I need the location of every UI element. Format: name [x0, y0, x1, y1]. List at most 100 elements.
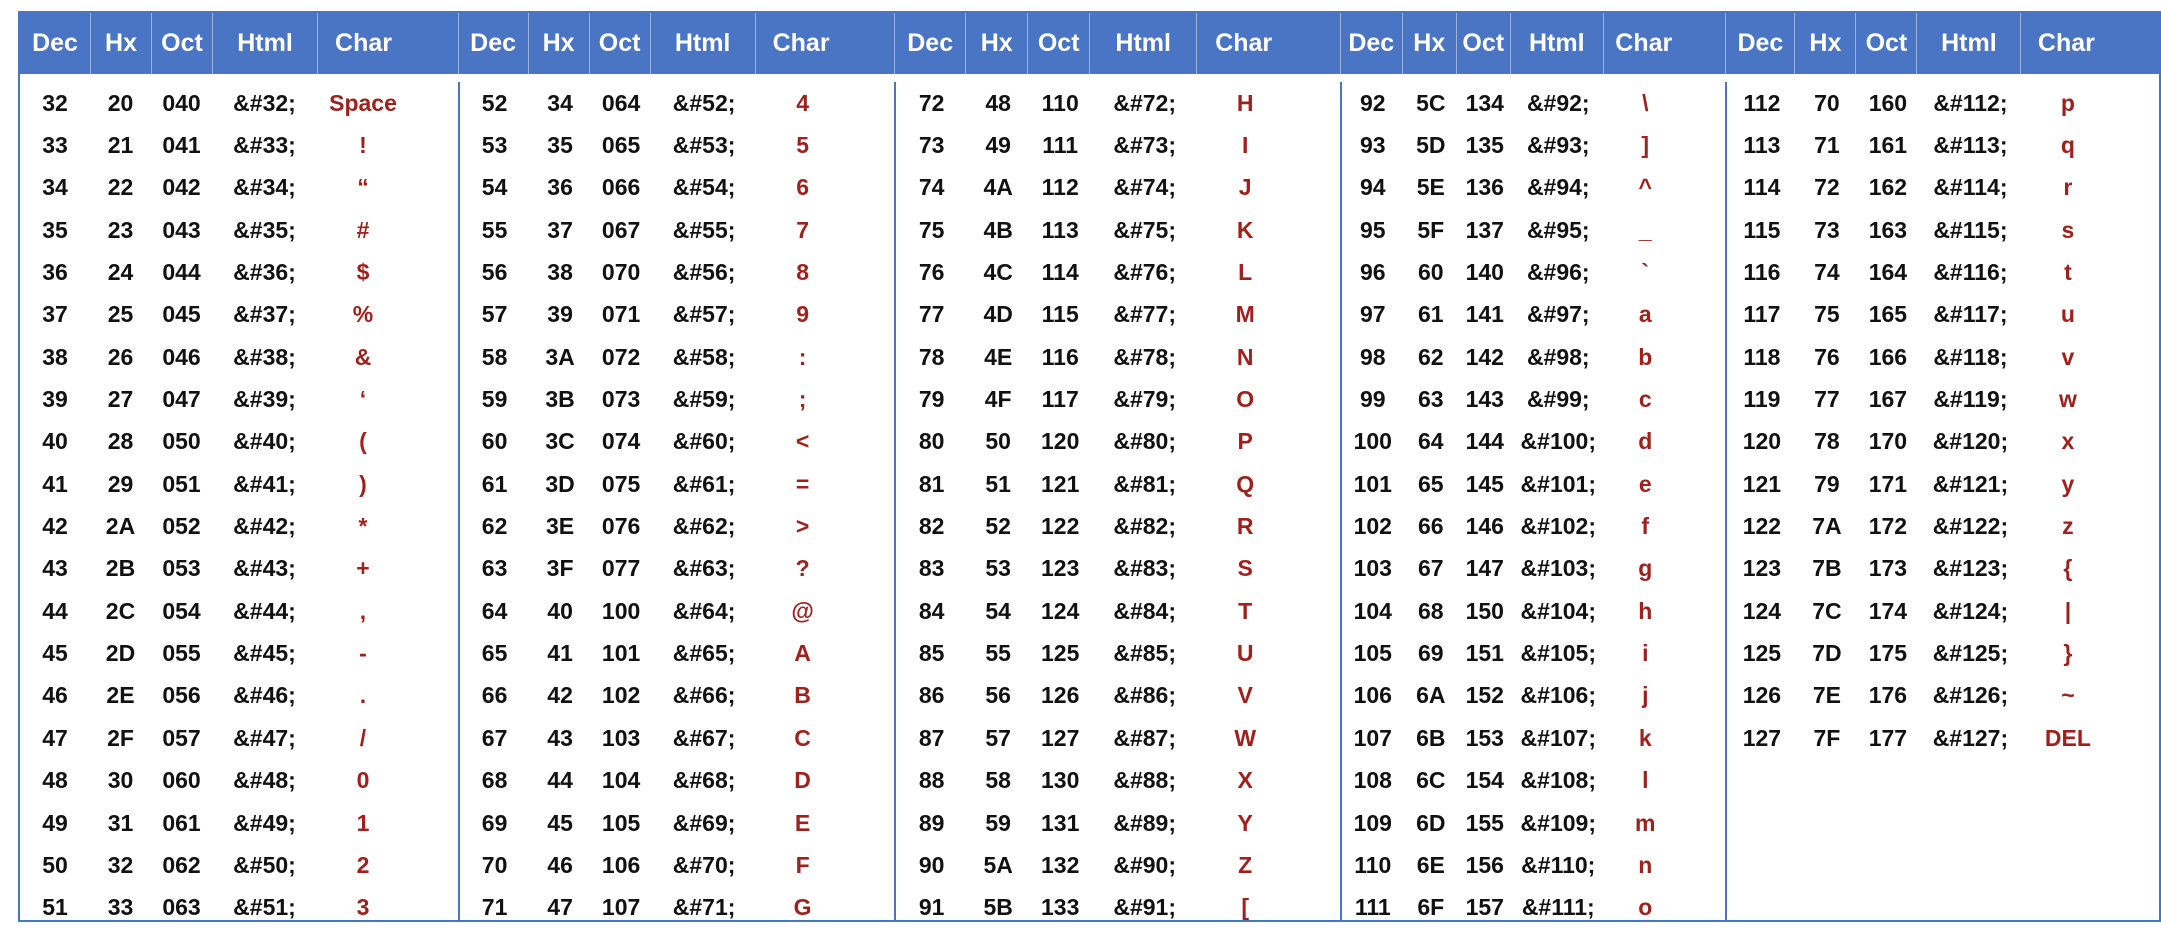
html-cell: &#117;	[1933, 301, 2008, 328]
dec-cell: 86	[918, 682, 945, 709]
char-cell: e	[1638, 470, 1652, 497]
oct-cell: 166	[1868, 343, 1908, 370]
html-cell: &#36;	[233, 259, 296, 286]
oct-cell: 073	[601, 386, 641, 413]
table-row: 54 36 066 &#54; 6	[460, 167, 895, 209]
oct-cell: 136	[1465, 174, 1504, 201]
table-row: 112 70 160 &#112; p	[1727, 82, 2159, 124]
table-row: 116 74 164 &#116; t	[1727, 251, 2159, 293]
table-row: 43 2B 053 &#43; +	[20, 548, 458, 590]
char-cell: t	[2064, 259, 2072, 286]
oct-cell: 135	[1465, 132, 1504, 159]
table-row: 110 6E 156 &#110; n	[1342, 844, 1726, 886]
table-row: 98 62 142 &#98; b	[1342, 336, 1726, 378]
char-cell: M	[1235, 301, 1255, 328]
table-row: 89 59 131 &#89; Y	[896, 802, 1340, 844]
table-row: 47 2F 057 &#47; /	[20, 717, 458, 759]
hx-cell: 63	[1417, 386, 1444, 413]
column-header-html: Html	[1916, 13, 2020, 74]
table-row: 32 20 040 &#32; Space	[20, 82, 458, 124]
char-cell: V	[1237, 682, 1253, 709]
hx-cell: 5E	[1416, 174, 1445, 201]
html-cell: &#56;	[672, 259, 736, 286]
hx-cell: 47	[547, 894, 573, 921]
html-cell: &#44;	[233, 597, 296, 624]
hx-cell: 4A	[983, 174, 1013, 201]
hx-cell: 38	[547, 259, 573, 286]
hx-cell: 5D	[1416, 132, 1446, 159]
hx-cell: 74	[1814, 259, 1840, 286]
oct-cell: 147	[1465, 555, 1504, 582]
table-row: 45 2D 055 &#45; -	[20, 632, 458, 674]
oct-cell: 137	[1465, 216, 1504, 243]
dec-cell: 91	[918, 894, 945, 921]
html-cell: &#110;	[1521, 851, 1596, 878]
char-cell: E	[794, 809, 811, 836]
oct-cell: 062	[162, 851, 201, 878]
dec-cell: 124	[1742, 597, 1782, 624]
html-cell: &#48;	[233, 767, 296, 794]
html-cell: &#116;	[1933, 259, 2008, 286]
table-row: 73 49 111 &#73; I	[896, 124, 1340, 166]
table-row: 121 79 171 &#121; y	[1727, 463, 2159, 505]
dec-cell: 101	[1353, 470, 1392, 497]
char-cell: (	[359, 428, 367, 455]
dec-cell: 50	[42, 851, 68, 878]
table-row: 99 63 143 &#99; c	[1342, 378, 1726, 420]
hx-cell: 60	[1417, 259, 1444, 286]
html-cell: &#68;	[672, 767, 736, 794]
table-row: 125 7D 175 &#125;}	[1727, 632, 2159, 674]
hx-cell: 6A	[1416, 682, 1446, 709]
char-cell: z	[2062, 513, 2074, 540]
dec-cell: 122	[1742, 513, 1782, 540]
dec-cell: 74	[918, 174, 945, 201]
char-cell: 0	[356, 767, 370, 794]
hx-cell: 37	[547, 216, 573, 243]
char-cell: =	[795, 470, 810, 497]
dec-cell: 97	[1359, 301, 1386, 328]
table-row: 94 5E 136 &#94; ^	[1342, 167, 1726, 209]
hx-cell: 3B	[545, 386, 575, 413]
char-cell: H	[1236, 89, 1254, 116]
oct-cell: 151	[1465, 640, 1504, 667]
char-cell: [	[1241, 894, 1250, 921]
table-row: 51 33 063 &#51; 3	[20, 887, 458, 920]
html-cell: &#96;	[1526, 259, 1590, 286]
html-cell: &#94;	[1526, 174, 1590, 201]
dec-cell: 107	[1353, 724, 1392, 751]
table-row: 103 67 147 &#103; g	[1342, 548, 1726, 590]
dec-cell: 105	[1353, 640, 1392, 667]
oct-cell: 110	[1041, 89, 1079, 116]
dec-cell: 67	[481, 724, 508, 751]
hx-cell: 7F	[1813, 724, 1841, 751]
dec-cell: 59	[481, 386, 508, 413]
table-row: 68 44 104 &#68; D	[460, 760, 895, 802]
table-group-3: 72 48 110 &#72; H 73 49 111 &#73; I 74 4A 112 &#74; J 7…	[894, 82, 1340, 920]
html-cell: &#112;	[1933, 89, 2008, 116]
char-cell: Q	[1236, 470, 1255, 497]
char-cell: B	[794, 682, 811, 709]
html-cell: &#107;	[1520, 724, 1596, 751]
oct-cell: 101	[601, 640, 641, 667]
dec-cell: 108	[1353, 767, 1392, 794]
html-cell: &#99;	[1526, 386, 1590, 413]
table-row: 52 34 064 &#52; 4	[460, 82, 895, 124]
char-cell: $	[356, 259, 370, 286]
dec-cell: 32	[42, 89, 68, 116]
oct-cell: 125	[1041, 640, 1080, 667]
dec-cell: 71	[481, 894, 508, 921]
html-cell: &#40;	[233, 428, 296, 455]
dec-cell: 125	[1742, 640, 1782, 667]
html-cell: &#77;	[1113, 301, 1177, 328]
table-row: 84 54 124 &#84; T	[896, 590, 1340, 632]
oct-cell: 054	[162, 597, 201, 624]
hx-cell: 2E	[106, 682, 135, 709]
dec-cell: 109	[1353, 809, 1392, 836]
hx-cell: 3F	[546, 555, 574, 582]
table-row: 105 69 151 &#105; i	[1342, 632, 1726, 674]
char-cell: !	[359, 132, 367, 159]
html-cell: &#84;	[1113, 597, 1177, 624]
char-cell: {	[2063, 555, 2073, 582]
table-group-5: 112 70 160 &#112; p 113 71 161 &#113; q 114 72 162 &#…	[1725, 82, 2159, 920]
char-cell: 2	[356, 851, 370, 878]
